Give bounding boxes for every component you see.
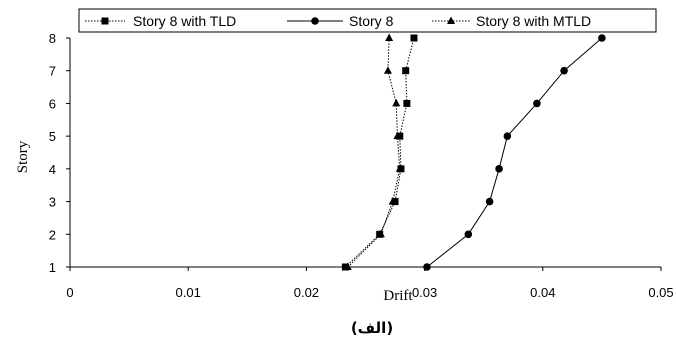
legend-label: Story 8 with TLD <box>133 13 236 29</box>
y-axis-title: Story <box>15 140 31 173</box>
data-point <box>503 132 512 140</box>
x-tick-label: 0.01 <box>176 285 201 300</box>
data-point <box>403 99 411 107</box>
data-point <box>392 98 401 107</box>
data-point <box>388 197 397 205</box>
data-point <box>495 165 503 173</box>
x-tick-label: 0.02 <box>294 285 319 300</box>
y-tick-label: 1 <box>49 260 56 275</box>
legend: Story 8 with TLD Story 8 Story 8 with MTLD <box>78 8 657 33</box>
y-tick-label: 4 <box>49 162 56 177</box>
x-tick-label: 0.03 <box>412 285 437 300</box>
data-point <box>533 99 541 108</box>
data-point <box>598 34 606 42</box>
y-tick-label: 5 <box>49 129 56 144</box>
y-tick-label: 8 <box>49 31 56 46</box>
data-point <box>402 67 410 75</box>
axes: 0 0.01 0.02 0.03 0.04 0.05 1 2 3 4 5 6 7 8 <box>49 31 674 300</box>
series-triangle <box>343 33 404 270</box>
figure-caption: (الف) <box>351 319 393 337</box>
data-point <box>393 131 402 140</box>
legend-marker <box>447 16 455 24</box>
data-point <box>485 197 494 206</box>
series-line <box>426 37 603 268</box>
legend-box <box>78 8 657 33</box>
data-point <box>464 230 473 239</box>
legend-marker <box>101 17 109 25</box>
data-point <box>410 34 418 42</box>
x-tick-label: 0 <box>66 285 73 300</box>
x-tick-label: 0.04 <box>530 285 555 300</box>
x-axis-title: Drift <box>383 288 413 304</box>
y-tick-label: 7 <box>49 64 56 79</box>
series-line <box>347 37 401 268</box>
legend-label: Story 8 with MTLD <box>476 13 591 29</box>
y-tick-label: 3 <box>49 195 56 210</box>
data-point <box>423 263 431 271</box>
y-tick-label: 6 <box>49 96 56 111</box>
y-tick-label: 2 <box>49 227 56 242</box>
data-point <box>343 262 352 270</box>
legend-marker <box>311 17 319 25</box>
data-point <box>395 164 404 172</box>
series-layer <box>341 33 606 271</box>
legend-label: Story 8 <box>349 13 394 29</box>
data-point <box>385 33 394 41</box>
series-line <box>345 37 415 268</box>
data-point <box>376 229 385 238</box>
x-tick-label: 0.05 <box>648 285 673 300</box>
data-point <box>560 66 568 75</box>
series-circle <box>423 34 606 271</box>
data-point <box>383 66 392 74</box>
